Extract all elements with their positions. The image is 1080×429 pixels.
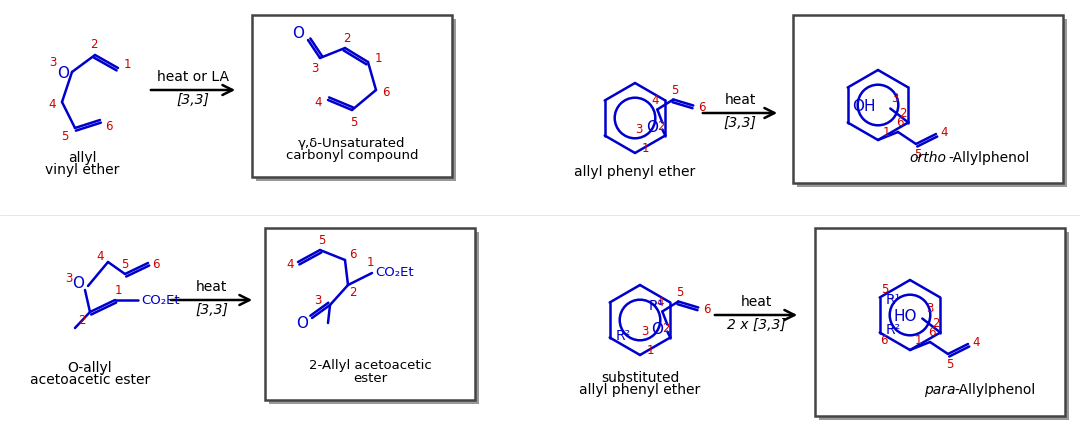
Text: 6: 6 (105, 120, 112, 133)
Text: 6: 6 (382, 85, 390, 99)
Text: 3: 3 (65, 272, 72, 284)
Text: γ,δ-Unsaturated: γ,δ-Unsaturated (298, 136, 406, 149)
Text: ester: ester (353, 372, 387, 384)
Text: 1: 1 (646, 344, 653, 356)
Text: 3: 3 (927, 302, 934, 315)
Text: 3: 3 (636, 123, 643, 136)
Text: 5: 5 (946, 357, 954, 371)
Text: 1: 1 (123, 58, 131, 72)
Text: 1: 1 (882, 126, 890, 139)
Text: O: O (646, 120, 659, 135)
Text: 5: 5 (881, 283, 889, 296)
Text: substituted: substituted (600, 371, 679, 385)
Text: 1: 1 (642, 142, 649, 154)
Text: 2: 2 (900, 107, 907, 120)
Text: O: O (651, 322, 663, 337)
Text: acetoacetic ester: acetoacetic ester (30, 373, 150, 387)
Text: 4: 4 (941, 126, 948, 139)
Text: 2: 2 (343, 31, 351, 45)
Text: 2: 2 (662, 322, 670, 335)
Text: R¹: R¹ (649, 299, 664, 312)
Text: 6: 6 (152, 259, 160, 272)
Text: 5: 5 (915, 148, 921, 160)
Text: 2: 2 (91, 39, 98, 51)
Text: heat: heat (195, 280, 227, 294)
Text: allyl phenyl ether: allyl phenyl ether (575, 165, 696, 179)
Text: heat or LA: heat or LA (157, 70, 229, 84)
Text: O: O (292, 27, 303, 42)
Text: para: para (924, 383, 956, 397)
Text: 2-Allyl acetoacetic: 2-Allyl acetoacetic (309, 359, 431, 372)
Text: 2: 2 (349, 287, 356, 299)
Text: 4: 4 (286, 259, 294, 272)
Text: -Allylphenol: -Allylphenol (948, 151, 1029, 165)
Text: R²: R² (616, 329, 631, 342)
Bar (252, 15, 453, 177)
Text: 4: 4 (96, 251, 104, 263)
Text: 5: 5 (121, 259, 129, 272)
Text: 5: 5 (62, 130, 69, 143)
Text: 4: 4 (49, 99, 56, 112)
Text: 1: 1 (375, 52, 381, 66)
Text: 6: 6 (928, 326, 935, 339)
Text: O: O (57, 66, 69, 81)
Text: 6: 6 (880, 334, 888, 347)
Text: O-allyl: O-allyl (68, 361, 112, 375)
Text: 6: 6 (699, 101, 706, 114)
Text: R¹: R¹ (886, 293, 901, 306)
Text: 4: 4 (651, 94, 659, 107)
Text: 6: 6 (896, 117, 904, 130)
Bar (815, 228, 1065, 416)
Text: CO₂Et: CO₂Et (375, 266, 414, 280)
Text: 3: 3 (314, 293, 322, 306)
Bar (797, 19, 1067, 187)
Text: [3,3]: [3,3] (195, 303, 228, 317)
Text: allyl: allyl (68, 151, 96, 165)
Text: 5: 5 (319, 235, 326, 248)
Text: 3: 3 (892, 92, 899, 105)
Text: OH: OH (852, 99, 875, 114)
Text: 6: 6 (349, 248, 356, 262)
Text: [3,3]: [3,3] (724, 116, 756, 130)
Bar (793, 15, 1063, 183)
Text: 2: 2 (78, 314, 85, 326)
Text: 1: 1 (366, 257, 374, 269)
Text: 2: 2 (932, 317, 940, 330)
Text: carbonyl compound: carbonyl compound (286, 149, 418, 163)
Text: 3: 3 (50, 55, 56, 69)
Text: 1: 1 (114, 284, 122, 296)
Text: 3: 3 (311, 61, 319, 75)
Text: 4: 4 (314, 96, 322, 109)
Text: 2: 2 (658, 120, 665, 133)
Text: 5: 5 (677, 286, 684, 299)
Bar (256, 19, 456, 181)
Text: heat: heat (740, 295, 772, 309)
Text: 2 x [3,3]: 2 x [3,3] (727, 318, 785, 332)
Bar (265, 228, 475, 400)
Text: vinyl ether: vinyl ether (44, 163, 119, 177)
Text: 3: 3 (642, 325, 649, 338)
Text: heat: heat (725, 93, 756, 107)
Text: [3,3]: [3,3] (176, 93, 210, 107)
Bar (819, 232, 1069, 420)
Bar (269, 232, 480, 404)
Text: allyl phenyl ether: allyl phenyl ether (579, 383, 701, 397)
Text: O: O (72, 277, 84, 291)
Text: O: O (296, 317, 308, 332)
Text: 4: 4 (657, 296, 664, 309)
Text: 1: 1 (915, 335, 921, 347)
Text: -Allylphenol: -Allylphenol (954, 383, 1036, 397)
Text: ortho: ortho (909, 151, 946, 165)
Text: 6: 6 (703, 303, 711, 316)
Text: 5: 5 (672, 84, 679, 97)
Text: 4: 4 (972, 335, 980, 348)
Text: HO: HO (894, 309, 917, 324)
Text: 5: 5 (350, 115, 357, 129)
Text: CO₂Et: CO₂Et (141, 293, 179, 306)
Text: R²: R² (886, 323, 901, 338)
